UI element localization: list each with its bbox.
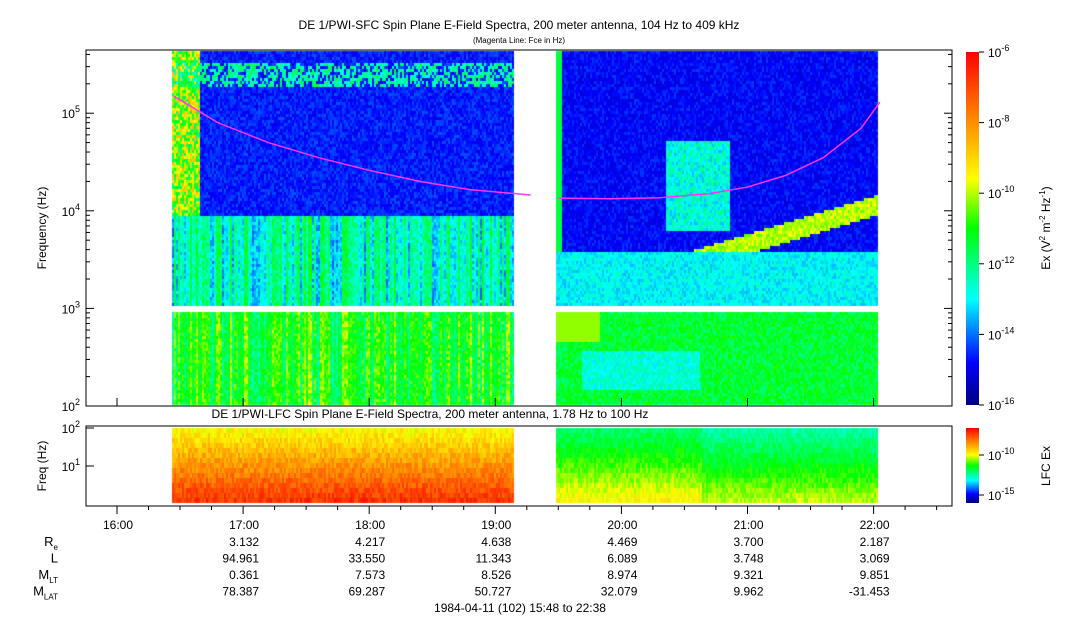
- colorbar-tick-label: 10-14: [988, 325, 1014, 342]
- ephemeris-value: 2.187: [860, 535, 890, 549]
- colorbar-tick-label: 10-8: [988, 114, 1009, 131]
- lfc-yticks: 102 101: [62, 419, 94, 474]
- ephemeris-value: 50.727: [475, 585, 512, 599]
- lfc-plot-frame: [85, 425, 953, 507]
- colorbar-tick-label: 10-6: [988, 43, 1009, 60]
- time-tick-label: 18:00: [355, 518, 385, 532]
- ephemeris-table: Re 3.132 4.217 4.638 4.469 3.700 2.187 L 94.961 3…: [33, 534, 890, 602]
- time-tick-label: 16:00: [103, 518, 133, 532]
- colorbar-tick-label: 10-10: [988, 446, 1014, 463]
- lfc-title: DE 1/PWI-LFC Spin Plane E-Field Spectra,…: [212, 407, 649, 421]
- colorbar-ticks: 10-6 10-8 10-10 10-12 10-14 10-16 10-10 10-15: [979, 43, 1014, 503]
- time-tick-label: 21:00: [733, 518, 763, 532]
- sfc-title: DE 1/PWI-SFC Spin Plane E-Field Spectra,…: [299, 18, 740, 32]
- ephemeris-row-label: L: [51, 551, 58, 566]
- sfc-plot-frame: [85, 49, 953, 407]
- ephemeris-value: 8.526: [481, 568, 511, 582]
- ytick-label: 102: [62, 419, 80, 436]
- ephemeris-value: 4.217: [355, 535, 385, 549]
- ephemeris-value: 3.132: [229, 535, 259, 549]
- ephemeris-value: 0.361: [229, 568, 259, 582]
- ephemeris-value: 9.321: [733, 568, 763, 582]
- time-axis: 16:00 17:00 18:00 19:00 20:00 21:00 22:00: [103, 398, 938, 532]
- ephemeris-value: 78.387: [222, 585, 259, 599]
- ephemeris-value: 4.638: [481, 535, 511, 549]
- ephemeris-value: 9.851: [860, 568, 890, 582]
- ytick-label: 103: [62, 299, 80, 316]
- ephemeris-value: 94.961: [222, 552, 259, 566]
- ytick-label: 101: [62, 457, 80, 474]
- ytick-label: 105: [62, 104, 80, 121]
- ytick-label: 102: [62, 397, 80, 414]
- colorbar-tick-label: 10-12: [988, 255, 1014, 272]
- time-range-footer: 1984-04-11 (102) 15:48 to 22:38: [434, 601, 606, 615]
- lfc-colorbar: [966, 428, 979, 503]
- ephemeris-value: 33.550: [348, 552, 385, 566]
- ephemeris-value: 69.287: [348, 585, 385, 599]
- ephemeris-value: 3.700: [733, 535, 763, 549]
- time-tick-label: 17:00: [229, 518, 259, 532]
- colorbar-tick-label: 10-15: [988, 486, 1014, 503]
- lfc-colorbar-label: LFC Ex: [1039, 446, 1053, 486]
- ephemeris-value: 8.974: [607, 568, 637, 582]
- ephemeris-row-label: MLAT: [33, 584, 58, 602]
- ephemeris-row-label: Re: [44, 534, 58, 552]
- fce-line-2: [558, 101, 881, 200]
- ephemeris-value: 4.469: [607, 535, 637, 549]
- sfc-colorbar-label: Ex (V2 m-2 Hz-1): [1038, 186, 1053, 269]
- colorbar-tick-label: 10-16: [988, 396, 1014, 413]
- ytick-label: 104: [62, 202, 80, 219]
- ephemeris-value: 9.962: [733, 585, 763, 599]
- fce-line: [173, 95, 531, 196]
- ephemeris-value: 6.089: [607, 552, 637, 566]
- time-tick-label: 20:00: [607, 518, 637, 532]
- ephemeris-value: 32.079: [601, 585, 638, 599]
- sfc-colorbar: [966, 52, 979, 405]
- ephemeris-value: 11.343: [475, 552, 511, 566]
- ephemeris-value: 3.069: [860, 552, 890, 566]
- sfc-yticks: 102 103 104 105: [62, 53, 952, 414]
- ephemeris-row-label: MLT: [38, 567, 58, 585]
- ephemeris-value: 3.748: [733, 552, 763, 566]
- sfc-ylabel: Frequency (Hz): [35, 187, 49, 270]
- time-tick-label: 22:00: [860, 518, 890, 532]
- time-tick-label: 19:00: [481, 518, 511, 532]
- ephemeris-value: 7.573: [355, 568, 385, 582]
- colorbar-tick-label: 10-10: [988, 184, 1014, 201]
- lfc-ylabel: Freq (Hz): [35, 441, 49, 492]
- sfc-subtitle: (Magenta Line: Fce in Hz): [473, 36, 565, 45]
- ephemeris-value: -31.453: [849, 585, 890, 599]
